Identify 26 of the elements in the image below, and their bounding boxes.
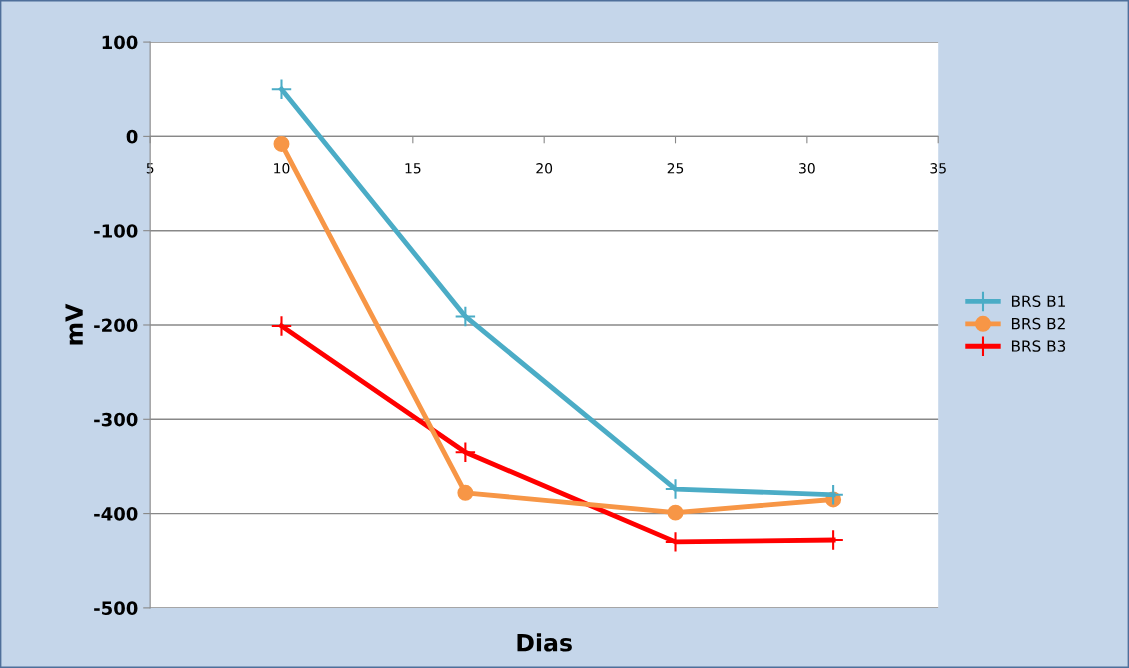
legend-label: BRS B3 — [1011, 340, 1066, 352]
y-tick-label: -300 — [94, 412, 138, 427]
y-tick-label: -500 — [94, 601, 138, 615]
x-tick-label: 35 — [930, 163, 946, 174]
point — [667, 504, 684, 521]
point — [270, 315, 293, 337]
y-tick-label: -100 — [94, 224, 138, 238]
point — [454, 441, 477, 464]
y-tick-label: 0 — [126, 129, 138, 144]
point — [457, 484, 474, 501]
x-tick-label: 30 — [799, 163, 815, 174]
x-tick-label: 15 — [405, 163, 421, 174]
y-tick-label: 100 — [102, 35, 138, 50]
legend-label: BRS B1 — [1011, 295, 1065, 307]
point — [273, 135, 290, 152]
x-tick-label: 25 — [667, 163, 684, 174]
point — [454, 305, 477, 328]
x-axis-title: Dias — [517, 633, 572, 652]
x-tick-label: 10 — [274, 163, 290, 174]
x-tick-label: 20 — [536, 163, 553, 174]
point — [270, 78, 293, 100]
x-tick-label: 5 — [146, 163, 154, 174]
legend-label: BRS B2 — [1011, 317, 1065, 330]
y-tick-label: -200 — [94, 318, 138, 333]
y-axis-title: mV — [65, 303, 83, 345]
y-tick-label: -400 — [94, 507, 138, 521]
